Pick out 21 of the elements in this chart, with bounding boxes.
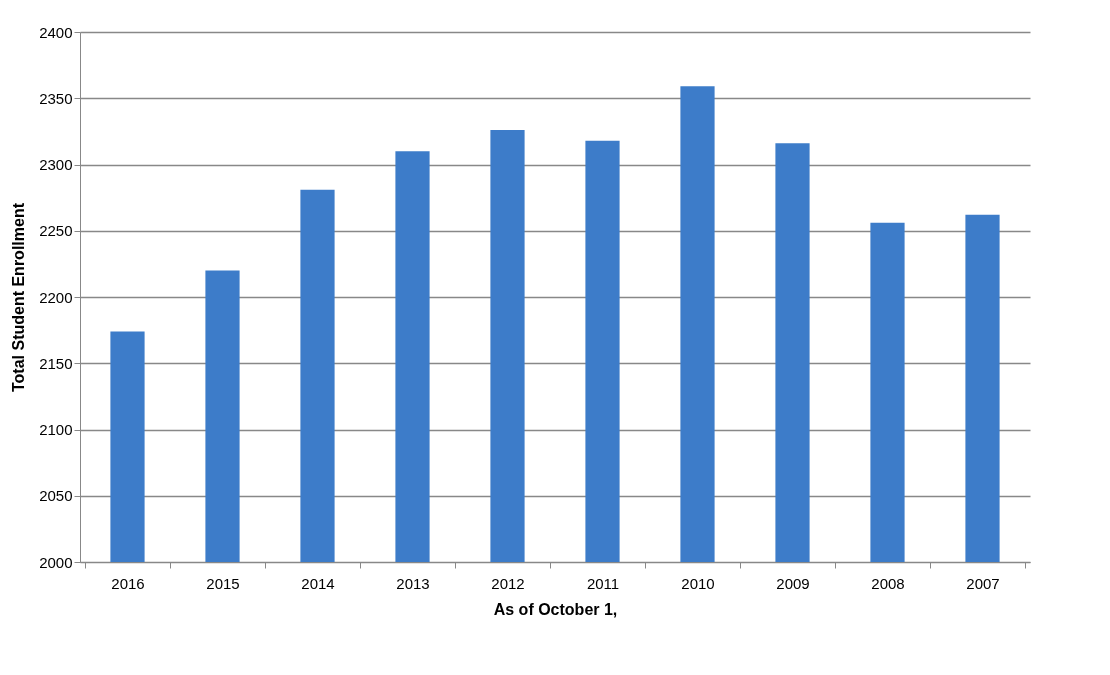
x-tick-label: 2014 [301, 574, 335, 592]
x-tick-label: 2010 [681, 574, 715, 592]
y-tick-label: 2100 [39, 421, 73, 438]
y-tick-label: 2050 [39, 487, 73, 505]
y-tick-label: 2150 [39, 354, 73, 372]
x-tick-label: 2011 [586, 574, 620, 592]
x-tick-label: 2008 [871, 574, 905, 592]
x-tick-label: 2013 [396, 574, 430, 592]
x-tick-label: 2007 [966, 574, 1000, 592]
y-tick-label: 2000 [39, 553, 73, 571]
x-tick-label: 2015 [206, 574, 240, 592]
y-tick-label: 2200 [39, 288, 73, 306]
x-tick-label: 2009 [776, 574, 810, 592]
y-tick-label: 2300 [39, 156, 73, 173]
x-tick-label: 2012 [491, 574, 525, 592]
y-axis-title: Total Student Enrollment [10, 202, 28, 393]
y-tick-label: 2350 [39, 89, 73, 107]
y-tick-label: 2400 [39, 23, 73, 41]
x-axis-title: As of October 1, [493, 600, 618, 618]
x-tick-label: 2016 [111, 574, 145, 592]
y-tick-label: 2250 [39, 222, 73, 240]
